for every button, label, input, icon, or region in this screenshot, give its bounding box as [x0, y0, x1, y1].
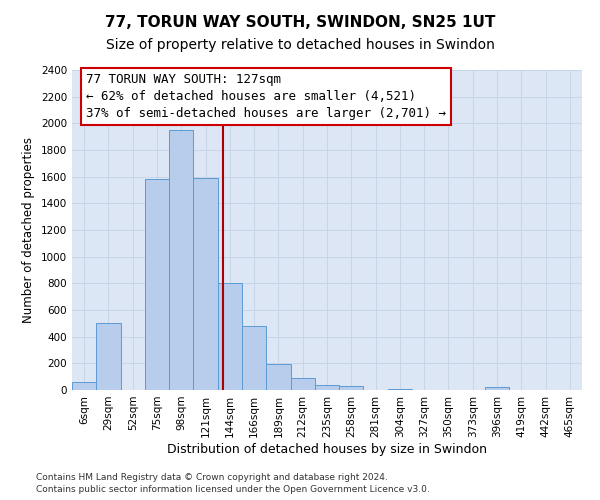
Text: Size of property relative to detached houses in Swindon: Size of property relative to detached ho…: [106, 38, 494, 52]
Bar: [218, 284, 242, 390]
Bar: [485, 388, 509, 390]
Bar: [266, 364, 290, 390]
Bar: [315, 386, 339, 390]
Bar: [72, 382, 96, 390]
Bar: [96, 324, 121, 390]
X-axis label: Distribution of detached houses by size in Swindon: Distribution of detached houses by size …: [167, 442, 487, 456]
Text: Contains public sector information licensed under the Open Government Licence v3: Contains public sector information licen…: [36, 485, 430, 494]
Text: 77 TORUN WAY SOUTH: 127sqm
← 62% of detached houses are smaller (4,521)
37% of s: 77 TORUN WAY SOUTH: 127sqm ← 62% of deta…: [86, 72, 446, 120]
Bar: [339, 386, 364, 390]
Bar: [242, 326, 266, 390]
Text: 77, TORUN WAY SOUTH, SWINDON, SN25 1UT: 77, TORUN WAY SOUTH, SWINDON, SN25 1UT: [105, 15, 495, 30]
Bar: [145, 180, 169, 390]
Bar: [169, 130, 193, 390]
Bar: [193, 178, 218, 390]
Y-axis label: Number of detached properties: Number of detached properties: [22, 137, 35, 323]
Text: Contains HM Land Registry data © Crown copyright and database right 2024.: Contains HM Land Registry data © Crown c…: [36, 474, 388, 482]
Bar: [290, 378, 315, 390]
